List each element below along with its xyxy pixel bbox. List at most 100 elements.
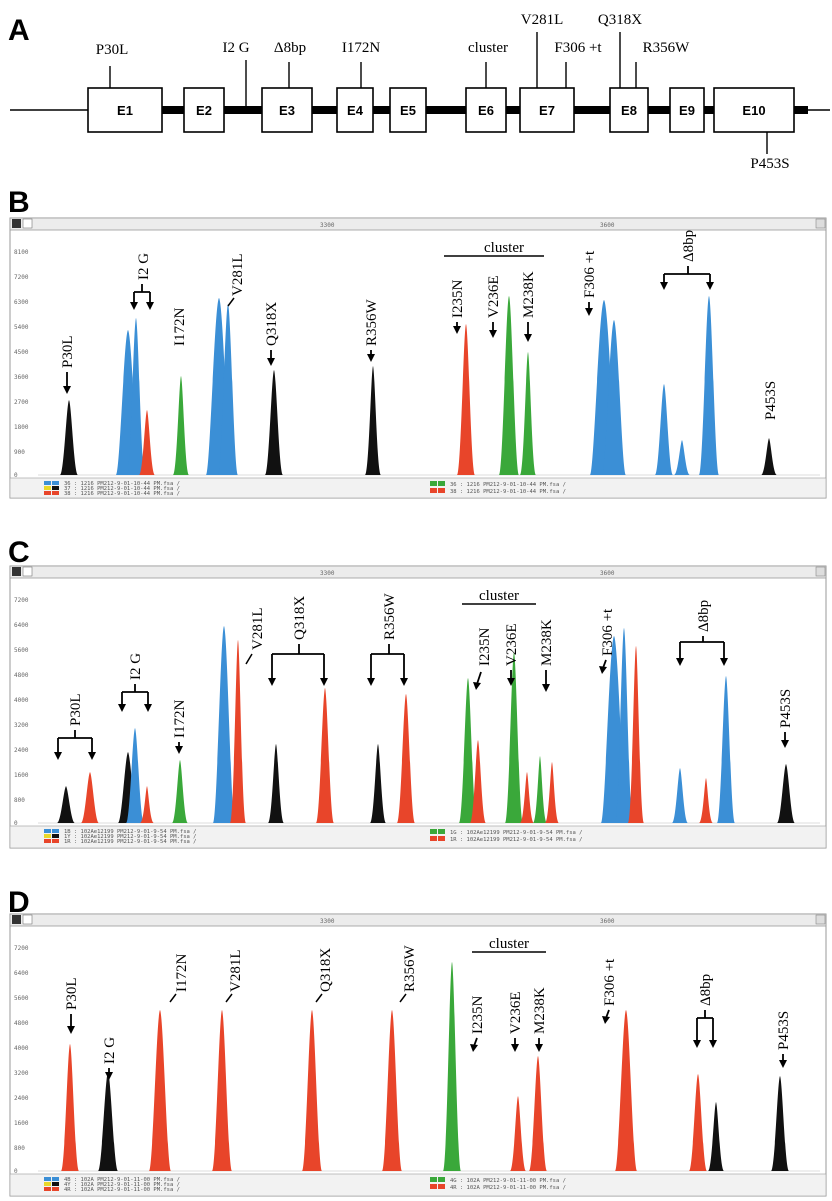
trace-peak (529, 1056, 547, 1171)
window-minimize-icon[interactable] (815, 566, 826, 577)
svg-text:P453S: P453S (750, 156, 789, 172)
trace-peak (218, 304, 238, 475)
cursor-tool-icon[interactable] (12, 915, 21, 924)
svg-text:2400: 2400 (14, 747, 29, 754)
label-p453s: P453S (763, 381, 779, 420)
mutation-v281l: V281L (521, 12, 563, 88)
svg-text:3200: 3200 (14, 1070, 29, 1077)
trace-peak (615, 1010, 637, 1171)
annotations: P30L I2 G I172N V281L Q318X R356W cluste… (60, 230, 779, 420)
svg-text:38 : 1216 PM212-9-01-10-44 PM.: 38 : 1216 PM212-9-01-10-44 PM.fsa / (450, 489, 566, 495)
svg-text:36 : 1216 PM212-9-01-10-44 PM.: 36 : 1216 PM212-9-01-10-44 PM.fsa / (64, 481, 180, 487)
label-del8bp: Δ8bp (696, 600, 712, 632)
ruler-label: 3300 (320, 222, 335, 229)
svg-text:1R : 102Ae12199 PM212-9-01-9-5: 1R : 102Ae12199 PM212-9-01-9-54 PM.fsa / (64, 839, 196, 845)
label-i172n: I172N (172, 308, 188, 346)
label-f306t: F306 +t (582, 250, 598, 298)
label-m238k: M238K (521, 271, 537, 318)
mutation-i172n: I172N (342, 40, 380, 88)
svg-text:800: 800 (14, 797, 25, 804)
trace-peak (470, 740, 486, 823)
label-r356w: R356W (402, 944, 418, 992)
svg-text:E2: E2 (196, 103, 212, 118)
ruler-bar (9, 913, 827, 927)
trace-peak (459, 678, 477, 823)
peaks (61, 962, 789, 1171)
cursor-tool-icon[interactable] (12, 567, 21, 576)
trace-peak (397, 694, 415, 823)
trace-peak (172, 760, 188, 823)
svg-text:4000: 4000 (14, 697, 29, 704)
svg-text:1600: 1600 (14, 1120, 29, 1127)
svg-text:0: 0 (14, 472, 18, 479)
window-minimize-icon[interactable] (815, 914, 826, 925)
zoom-tool-icon[interactable] (22, 566, 33, 577)
trace-peak (545, 762, 559, 823)
exon-e10: E10 (713, 87, 795, 133)
label-p30l: P30L (60, 335, 76, 368)
annotations: P30L I2 G I172N V281L Q318X R356W cluste… (64, 936, 792, 1080)
svg-text:3600: 3600 (14, 374, 29, 381)
svg-text:R356W: R356W (643, 40, 691, 56)
svg-text:E4: E4 (347, 103, 364, 118)
zoom-tool-icon[interactable] (22, 218, 33, 229)
peaks (57, 626, 795, 823)
trace-peak (510, 1096, 526, 1171)
exon-e8: E8 (609, 87, 649, 133)
svg-text:0: 0 (14, 1168, 18, 1175)
exon-e7: E7 (519, 87, 575, 133)
label-del8bp: Δ8bp (698, 974, 714, 1006)
trace-peak (499, 296, 519, 475)
trace-peak (140, 786, 154, 823)
exon-e1: E1 (87, 87, 163, 133)
trace-peak (365, 366, 381, 475)
svg-text:6400: 6400 (14, 970, 29, 977)
svg-text:P30L: P30L (96, 42, 129, 58)
trace-peak (655, 384, 673, 475)
ruler-label: 3300 (320, 918, 335, 925)
svg-text:800: 800 (14, 1145, 25, 1152)
svg-text:4500: 4500 (14, 349, 29, 356)
exon-e5: E5 (389, 87, 427, 133)
svg-text:7200: 7200 (14, 274, 29, 281)
label-r356w: R356W (382, 592, 398, 640)
mutation-p30l: P30L (96, 42, 129, 88)
label-p30l: P30L (68, 693, 84, 726)
label-i2g: I2 G (102, 1037, 118, 1064)
window-minimize-icon[interactable] (815, 218, 826, 229)
cursor-tool-icon[interactable] (12, 219, 21, 228)
svg-text:F306 +t: F306 +t (554, 40, 602, 56)
svg-text:900: 900 (14, 449, 25, 456)
svg-text:1G : 102Ae12199 PM212-9-01-9-5: 1G : 102Ae12199 PM212-9-01-9-54 PM.fsa / (450, 830, 582, 836)
trace-peak (761, 438, 777, 475)
svg-text:37 : 1216 PM212-9-01-10-44 PM.: 37 : 1216 PM212-9-01-10-44 PM.fsa / (64, 486, 180, 492)
peaks (60, 296, 777, 475)
trace-peak (505, 652, 523, 823)
mutation-f306t: F306 +t (554, 40, 602, 88)
trace-peak (316, 688, 334, 823)
svg-text:7200: 7200 (14, 597, 29, 604)
svg-text:4800: 4800 (14, 672, 29, 679)
trace-peak (149, 1010, 171, 1171)
zoom-tool-icon[interactable] (22, 914, 33, 925)
svg-text:I2 G: I2 G (222, 40, 249, 56)
legend-bar (9, 1173, 827, 1197)
label-q318x: Q318X (264, 302, 280, 346)
label-v236e: V236E (504, 624, 520, 667)
label-i235n: I235N (470, 996, 486, 1034)
svg-text:Δ8bp: Δ8bp (274, 40, 306, 56)
trace-peak (265, 370, 283, 475)
svg-text:1800: 1800 (14, 424, 29, 431)
svg-text:8100: 8100 (14, 249, 29, 256)
svg-text:2700: 2700 (14, 399, 29, 406)
mutation-cluster: cluster (468, 40, 508, 88)
trace-peak (615, 628, 633, 823)
svg-text:E9: E9 (679, 103, 695, 118)
trace-peak (777, 764, 795, 823)
legend-bar (9, 825, 827, 849)
legend: 4B : 102A PM212-9-01-11-00 PM.fsa / 4Y :… (44, 1177, 566, 1193)
label-v281l: V281L (230, 254, 246, 297)
svg-text:4000: 4000 (14, 1045, 29, 1052)
svg-text:E6: E6 (478, 103, 494, 118)
svg-text:4800: 4800 (14, 1020, 29, 1027)
